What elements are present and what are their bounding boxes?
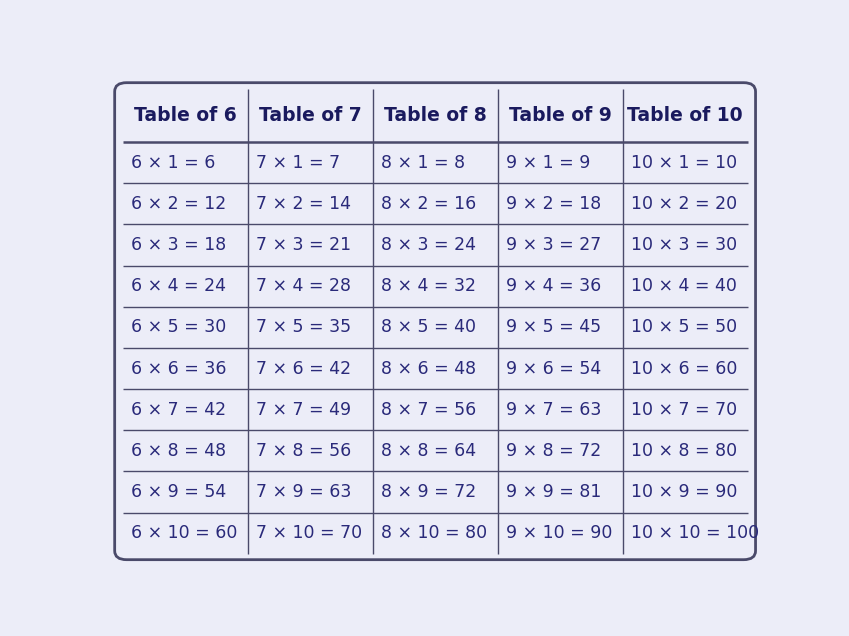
Text: 9 × 6 = 54: 9 × 6 = 54 [506, 359, 602, 378]
Text: 10 × 2 = 20: 10 × 2 = 20 [632, 195, 738, 213]
Text: 6 × 1 = 6: 6 × 1 = 6 [132, 154, 216, 172]
Text: 7 × 6 = 42: 7 × 6 = 42 [256, 359, 351, 378]
Text: 10 × 3 = 30: 10 × 3 = 30 [632, 236, 738, 254]
Text: 8 × 2 = 16: 8 × 2 = 16 [381, 195, 476, 213]
Text: 10 × 8 = 80: 10 × 8 = 80 [632, 442, 738, 460]
Text: 7 × 1 = 7: 7 × 1 = 7 [256, 154, 340, 172]
Text: 7 × 8 = 56: 7 × 8 = 56 [256, 442, 351, 460]
Text: 10 × 10 = 100: 10 × 10 = 100 [632, 524, 760, 543]
Text: 9 × 5 = 45: 9 × 5 = 45 [506, 319, 601, 336]
Text: 10 × 1 = 10: 10 × 1 = 10 [632, 154, 738, 172]
Text: 9 × 4 = 36: 9 × 4 = 36 [506, 277, 602, 295]
Text: 6 × 4 = 24: 6 × 4 = 24 [132, 277, 227, 295]
Text: 10 × 7 = 70: 10 × 7 = 70 [632, 401, 738, 418]
Text: 9 × 1 = 9: 9 × 1 = 9 [506, 154, 591, 172]
Text: 9 × 3 = 27: 9 × 3 = 27 [506, 236, 602, 254]
Text: 6 × 7 = 42: 6 × 7 = 42 [132, 401, 227, 418]
Text: 8 × 3 = 24: 8 × 3 = 24 [381, 236, 476, 254]
Text: 8 × 1 = 8: 8 × 1 = 8 [381, 154, 465, 172]
Text: 6 × 3 = 18: 6 × 3 = 18 [132, 236, 227, 254]
Text: 8 × 5 = 40: 8 × 5 = 40 [381, 319, 476, 336]
Text: 6 × 2 = 12: 6 × 2 = 12 [132, 195, 227, 213]
Text: 6 × 6 = 36: 6 × 6 = 36 [132, 359, 227, 378]
Text: 8 × 4 = 32: 8 × 4 = 32 [381, 277, 476, 295]
Text: 7 × 2 = 14: 7 × 2 = 14 [256, 195, 351, 213]
Text: 8 × 10 = 80: 8 × 10 = 80 [381, 524, 487, 543]
Text: 10 × 4 = 40: 10 × 4 = 40 [632, 277, 737, 295]
Text: 9 × 2 = 18: 9 × 2 = 18 [506, 195, 602, 213]
Text: Table of 10: Table of 10 [627, 106, 743, 125]
Text: 8 × 7 = 56: 8 × 7 = 56 [381, 401, 476, 418]
Text: 7 × 10 = 70: 7 × 10 = 70 [256, 524, 363, 543]
Text: 9 × 8 = 72: 9 × 8 = 72 [506, 442, 602, 460]
Text: 8 × 9 = 72: 8 × 9 = 72 [381, 483, 476, 501]
Text: Table of 6: Table of 6 [133, 106, 237, 125]
Text: Table of 8: Table of 8 [384, 106, 486, 125]
Text: 7 × 7 = 49: 7 × 7 = 49 [256, 401, 351, 418]
Text: 10 × 5 = 50: 10 × 5 = 50 [632, 319, 738, 336]
Text: 6 × 10 = 60: 6 × 10 = 60 [132, 524, 238, 543]
Text: 7 × 3 = 21: 7 × 3 = 21 [256, 236, 351, 254]
Text: Table of 7: Table of 7 [259, 106, 362, 125]
Text: 6 × 8 = 48: 6 × 8 = 48 [132, 442, 227, 460]
Text: 8 × 8 = 64: 8 × 8 = 64 [381, 442, 476, 460]
Text: 6 × 5 = 30: 6 × 5 = 30 [132, 319, 227, 336]
Text: 6 × 9 = 54: 6 × 9 = 54 [132, 483, 227, 501]
Text: 7 × 5 = 35: 7 × 5 = 35 [256, 319, 351, 336]
Text: Table of 9: Table of 9 [509, 106, 611, 125]
Text: 8 × 6 = 48: 8 × 6 = 48 [381, 359, 476, 378]
Text: 9 × 9 = 81: 9 × 9 = 81 [506, 483, 602, 501]
Text: 7 × 9 = 63: 7 × 9 = 63 [256, 483, 351, 501]
Text: 10 × 9 = 90: 10 × 9 = 90 [632, 483, 738, 501]
Text: 10 × 6 = 60: 10 × 6 = 60 [632, 359, 738, 378]
FancyBboxPatch shape [115, 83, 756, 560]
Text: 9 × 7 = 63: 9 × 7 = 63 [506, 401, 602, 418]
Text: 9 × 10 = 90: 9 × 10 = 90 [506, 524, 613, 543]
Text: 7 × 4 = 28: 7 × 4 = 28 [256, 277, 351, 295]
